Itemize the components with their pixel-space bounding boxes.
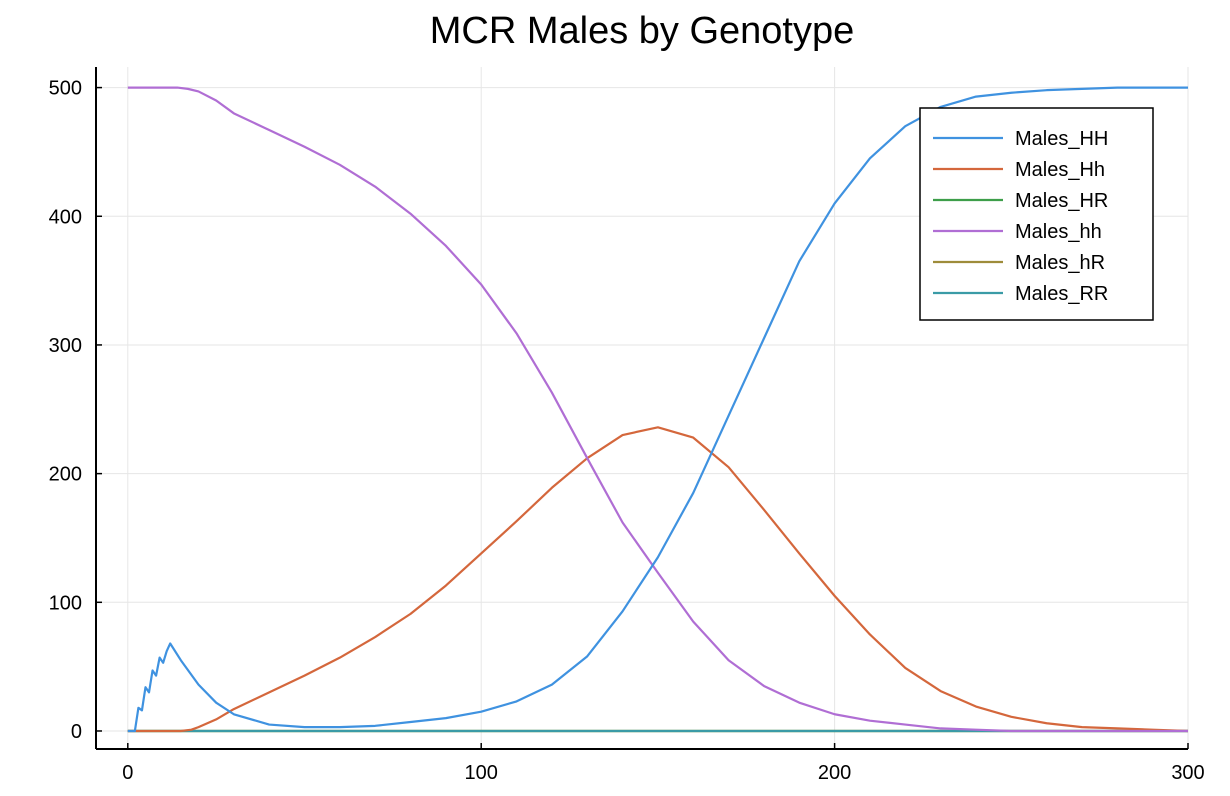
y-tick-label: 0 <box>71 721 82 743</box>
legend-label: Males_HR <box>1015 190 1108 212</box>
y-tick-label: 200 <box>49 464 82 486</box>
y-tick-label: 100 <box>49 592 82 614</box>
y-tick-label: 500 <box>49 78 82 100</box>
chart-title: MCR Males by Genotype <box>430 10 855 52</box>
legend-label: Males_hh <box>1015 221 1102 243</box>
legend-label: Males_HH <box>1015 128 1108 150</box>
y-tick-label: 300 <box>49 335 82 357</box>
series-line-males-hh <box>127 426 1189 733</box>
tick-labels: 0 100 200 300 0 100 200 300 400 500 <box>49 78 1205 784</box>
x-tick-label: 0 <box>122 762 133 784</box>
x-tick-label: 300 <box>1171 762 1204 784</box>
series-line-males-hh <box>127 86 1188 733</box>
y-tick-label: 400 <box>49 206 82 228</box>
legend: Males_HH Males_Hh Males_HR Males_hh Males_hR… <box>919 107 1154 321</box>
x-tick-label: 100 <box>465 762 498 784</box>
series-line-males-hh <box>127 86 1188 733</box>
legend-label: Males_RR <box>1015 283 1108 305</box>
legend-label: Males_hR <box>1015 252 1105 274</box>
legend-label: Males_Hh <box>1015 159 1105 181</box>
x-tick-label: 200 <box>818 762 851 784</box>
series-lines <box>127 86 1189 733</box>
legend-box <box>919 107 1154 321</box>
axes <box>95 67 1188 750</box>
